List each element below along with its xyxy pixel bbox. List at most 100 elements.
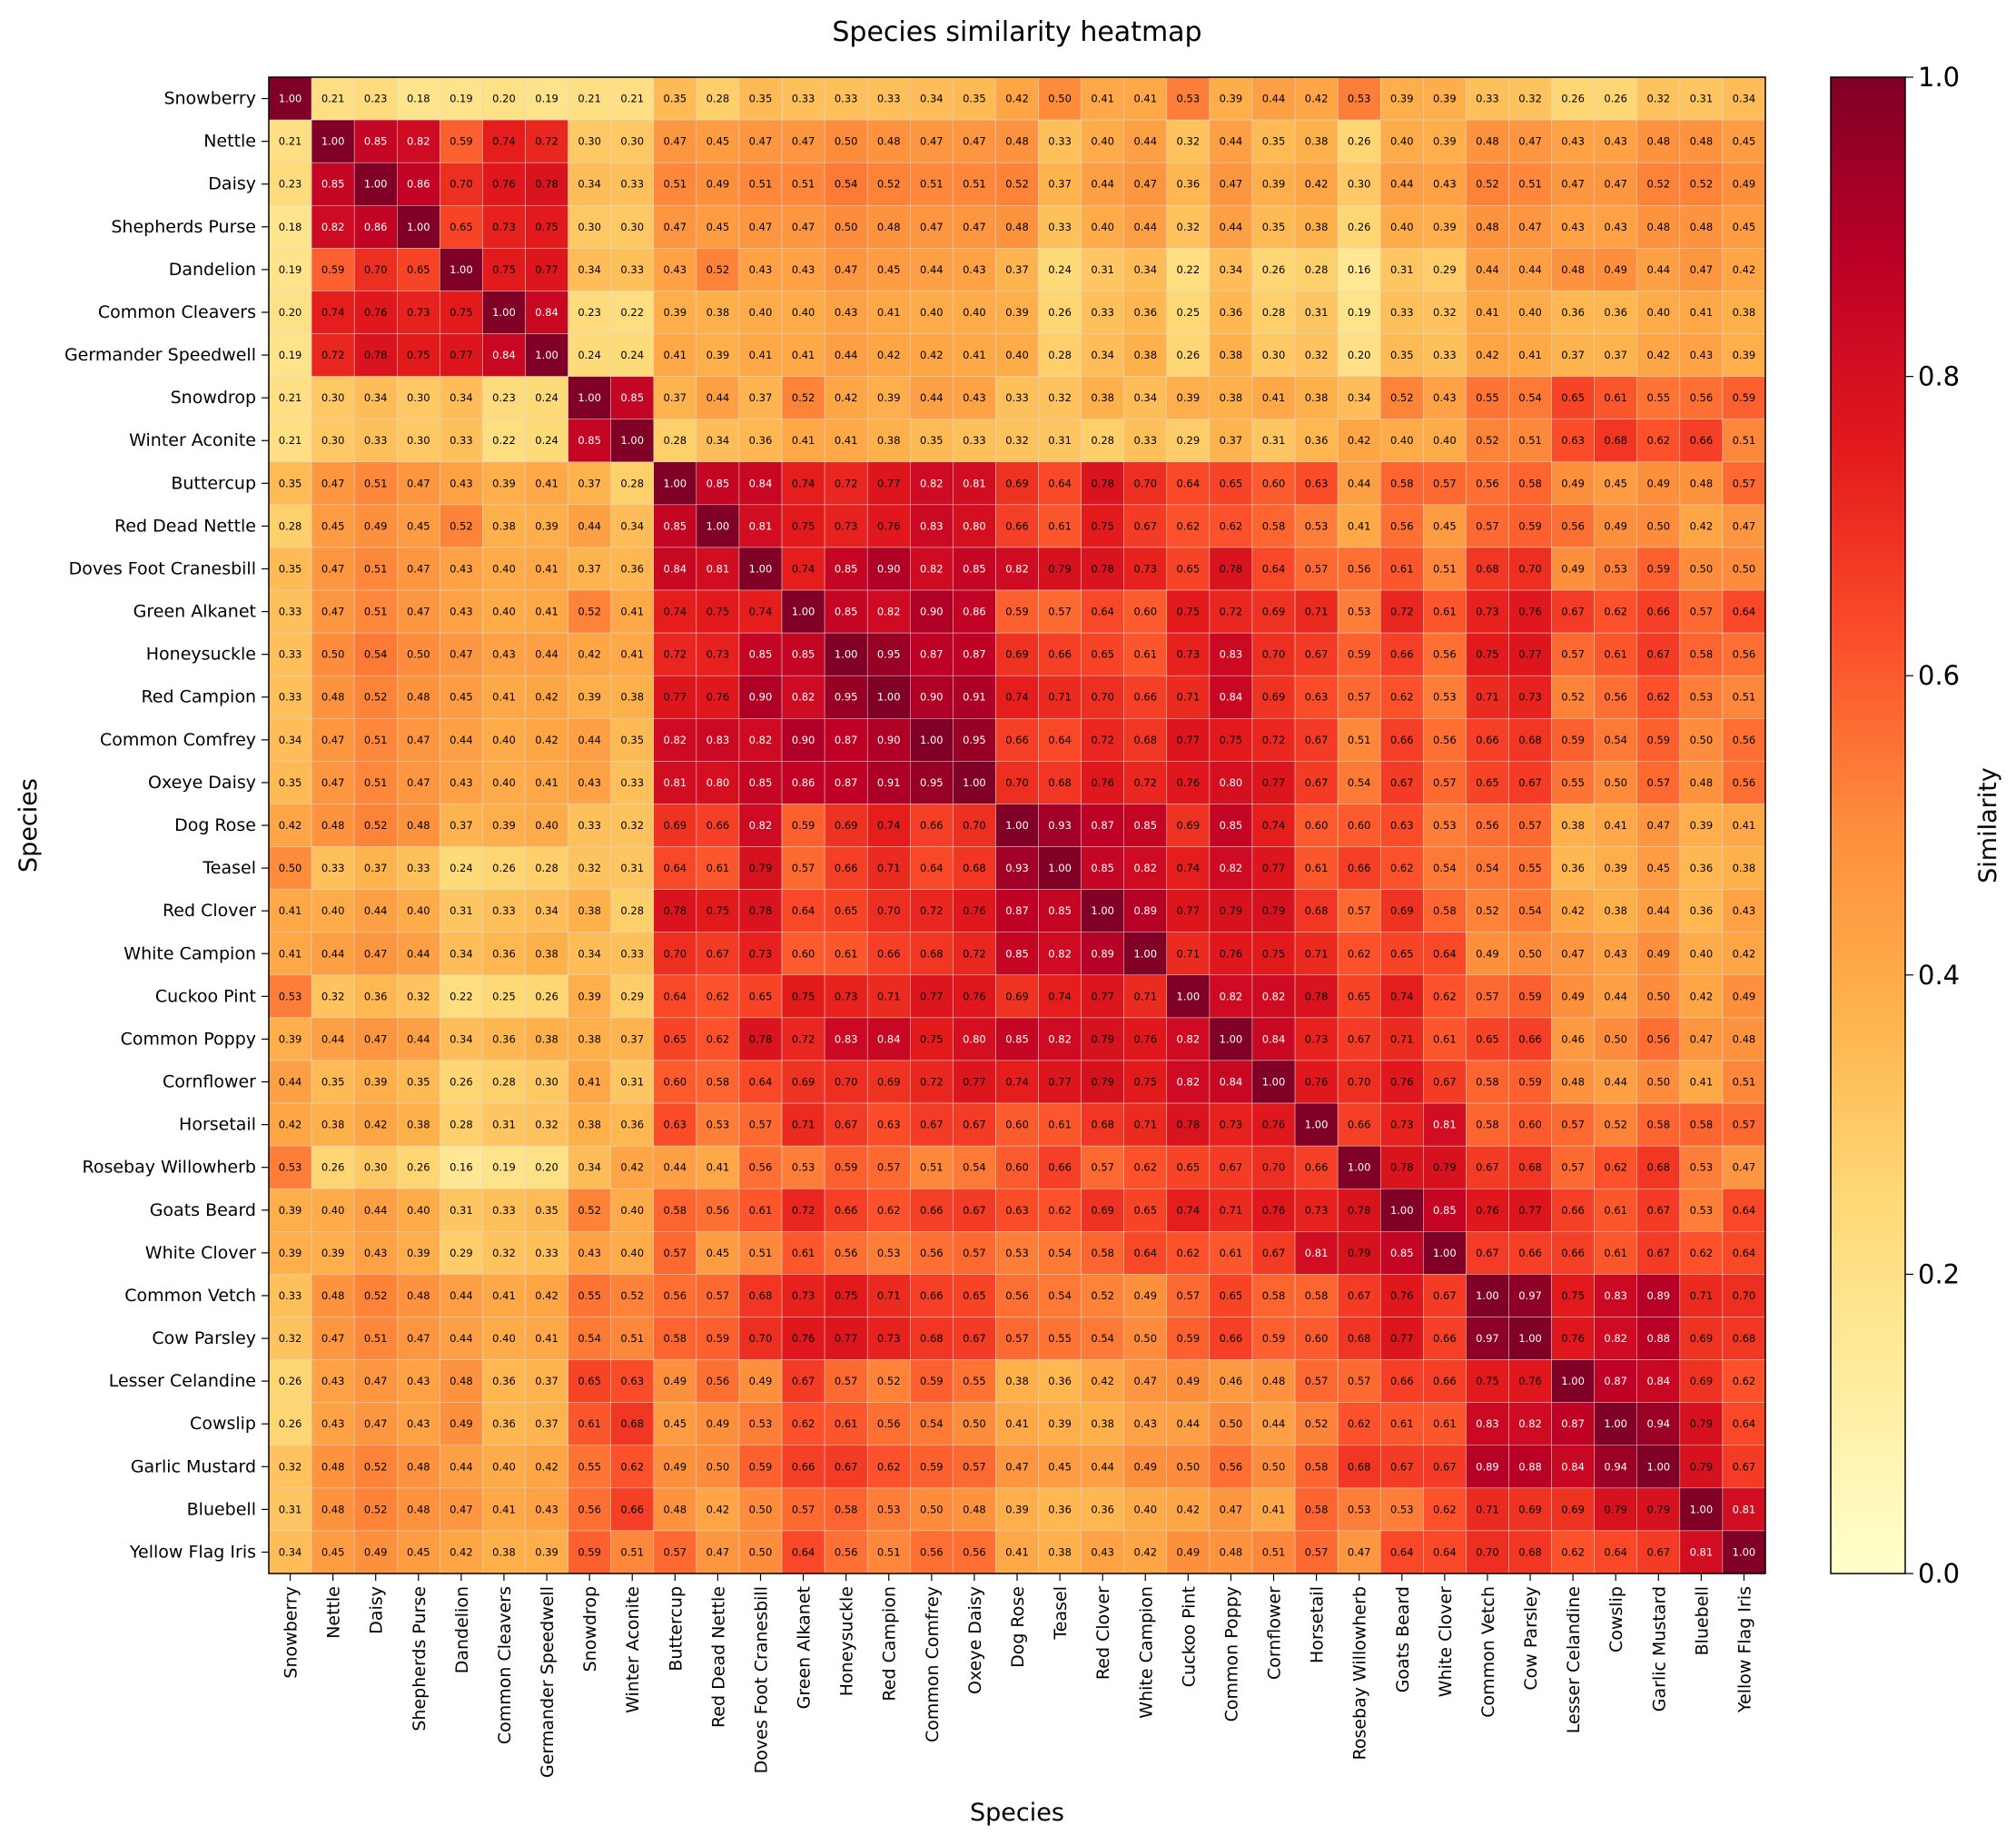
heatmap-cell	[781, 1317, 825, 1360]
cell-value-label: 0.33	[1048, 135, 1072, 148]
cell-value-label: 0.47	[1220, 178, 1243, 191]
heatmap-cell	[781, 632, 825, 676]
heatmap-cell	[1594, 1530, 1638, 1574]
heatmap-cell	[1379, 1530, 1424, 1574]
cell-value-label: 0.19	[535, 93, 558, 105]
heatmap-cell	[1038, 718, 1082, 762]
cell-value-label: 0.36	[1690, 904, 1714, 917]
cell-value-label: 0.56	[1646, 1032, 1670, 1045]
heatmap-cell	[525, 632, 568, 676]
heatmap-cell	[653, 333, 697, 377]
cell-value-label: 0.39	[1690, 819, 1714, 832]
cell-value-label: 0.64	[1733, 1417, 1756, 1430]
cell-value-label: 0.93	[1005, 862, 1029, 874]
cell-value-label: 0.57	[749, 1119, 773, 1131]
cell-value-label: 0.43	[1604, 221, 1627, 233]
heatmap-cell	[953, 1188, 996, 1232]
cell-value-label: 0.83	[1220, 648, 1243, 661]
cell-value-label: 0.72	[835, 477, 858, 489]
heatmap-cell	[568, 76, 611, 121]
heatmap-cell	[311, 376, 355, 419]
heatmap-cell	[696, 504, 740, 548]
heatmap-cell	[1251, 1402, 1296, 1446]
heatmap-cell	[1337, 547, 1381, 591]
cell-value-label: 0.28	[279, 519, 302, 532]
heatmap-cell	[910, 162, 954, 206]
heatmap-cell	[1679, 1487, 1724, 1532]
heatmap-cell	[1508, 589, 1552, 634]
cell-value-label: 0.48	[407, 819, 430, 832]
heatmap-cell	[653, 1274, 697, 1317]
cell-value-label: 0.32	[1177, 135, 1201, 148]
heatmap-cell	[1038, 761, 1082, 804]
heatmap-cell	[1294, 804, 1339, 847]
heatmap-cell	[440, 419, 483, 463]
heatmap-cell	[1423, 248, 1467, 291]
x-tick-label: Yellow Flag Iris	[1734, 1586, 1754, 1713]
cell-value-label: 0.36	[492, 947, 516, 960]
y-tick-label: Cornflower	[163, 1072, 256, 1092]
heatmap-cell	[1423, 1530, 1467, 1574]
cell-value-label: 0.75	[450, 306, 473, 319]
cell-value-label: 0.49	[1733, 990, 1756, 1002]
heatmap-cell	[1722, 1274, 1766, 1317]
heatmap-cell	[1294, 761, 1339, 804]
cell-value-label: 0.41	[1690, 306, 1714, 319]
cell-value-label: 0.52	[450, 519, 473, 532]
heatmap-cell	[1209, 376, 1253, 419]
heatmap-cell	[1337, 932, 1381, 976]
heatmap-cell	[1466, 1359, 1509, 1403]
cell-value-label: 0.32	[279, 1460, 302, 1473]
cell-value-label: 0.35	[407, 1076, 430, 1089]
heatmap-cell	[781, 1274, 825, 1317]
cell-value-label: 0.50	[1220, 1417, 1243, 1430]
heatmap-cell	[1123, 547, 1168, 591]
cell-value-label: 0.53	[1604, 562, 1627, 575]
heatmap-cell	[781, 804, 825, 847]
heatmap-cell	[1466, 1274, 1509, 1317]
heatmap-cell	[311, 419, 355, 463]
cell-value-label: 0.42	[535, 734, 558, 746]
cell-value-label: 0.47	[1561, 947, 1585, 960]
cell-value-label: 0.38	[321, 1119, 345, 1131]
cell-value-label: 0.87	[920, 648, 944, 661]
cell-value-label: 0.53	[749, 1417, 773, 1430]
cell-value-label: 0.74	[321, 306, 345, 319]
heatmap-cell	[1038, 1445, 1082, 1489]
heatmap-cell	[268, 761, 312, 804]
cell-value-label: 0.48	[1220, 1545, 1243, 1558]
heatmap-cell	[568, 333, 611, 377]
cell-value-label: 0.33	[279, 606, 302, 618]
cell-value-label: 0.42	[1733, 947, 1756, 960]
heatmap-cell	[440, 205, 483, 249]
heatmap-cell	[1337, 1188, 1381, 1232]
heatmap-cell	[781, 504, 825, 548]
cell-value-label: 0.57	[1561, 1119, 1585, 1131]
heatmap-cell	[1337, 1359, 1381, 1403]
cell-value-label: 0.38	[492, 519, 516, 532]
cell-value-label: 0.77	[920, 990, 944, 1002]
heatmap-cell	[824, 419, 868, 463]
heatmap-cell	[1423, 1317, 1467, 1360]
cell-value-label: 0.68	[1604, 434, 1627, 447]
cell-value-label: 0.30	[620, 221, 644, 233]
heatmap-cell	[311, 589, 355, 634]
heatmap-cell	[1166, 1402, 1211, 1446]
cell-value-label: 0.53	[1305, 519, 1329, 532]
heatmap-cell	[866, 1231, 911, 1275]
cell-value-label: 0.95	[963, 734, 986, 746]
heatmap-cell	[1722, 1017, 1766, 1061]
cell-value-label: 0.50	[1518, 947, 1542, 960]
cell-value-label: 0.38	[1220, 391, 1243, 404]
heatmap-cell	[440, 804, 483, 847]
heatmap-cell	[995, 1017, 1039, 1061]
cell-value-label: 0.66	[1518, 1032, 1542, 1045]
heatmap-cell	[1209, 1102, 1253, 1147]
cell-value-label: 0.71	[1133, 1119, 1157, 1131]
heatmap-cell	[995, 76, 1039, 121]
x-tick-label: Teasel	[1051, 1586, 1071, 1641]
cell-value-label: 0.65	[578, 1375, 601, 1387]
heatmap-cell	[610, 761, 655, 804]
cell-value-label: 0.47	[364, 1417, 388, 1430]
cell-value-label: 0.30	[407, 391, 430, 404]
